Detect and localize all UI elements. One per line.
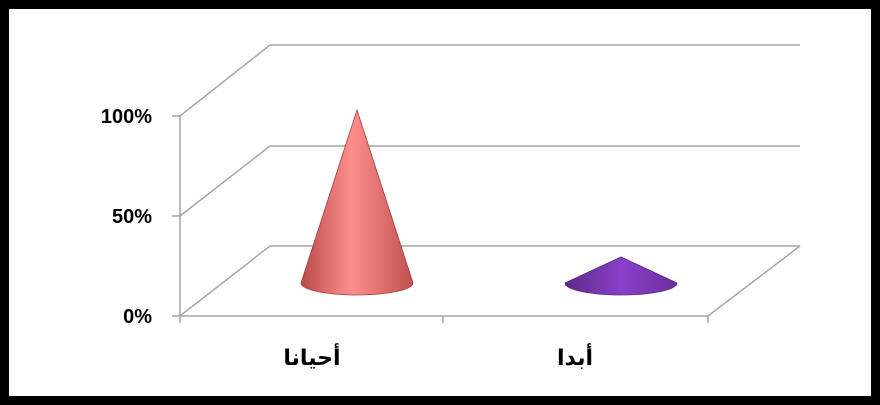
x-tick-label: أحيانا [283,342,340,371]
cones [300,108,678,296]
cone-1 [300,108,414,296]
y-tick-label: 0% [123,306,152,328]
y-tick-label: 100% [101,106,152,128]
x-tick-label: أبدا [557,342,593,371]
plot-area [172,44,801,323]
cone-2 [564,256,678,296]
cone-body [564,256,678,296]
value-axis-labels: 0% 50% 100% [101,106,152,328]
floor-right-edge [707,245,801,317]
category-axis-labels: أحيانا أبدا [283,342,593,371]
y-tick-label: 50% [112,206,152,228]
cone-body [300,108,414,296]
side-gridline-50 [179,145,271,217]
side-gridline-100 [179,44,271,117]
side-gridline-0 [179,245,271,317]
